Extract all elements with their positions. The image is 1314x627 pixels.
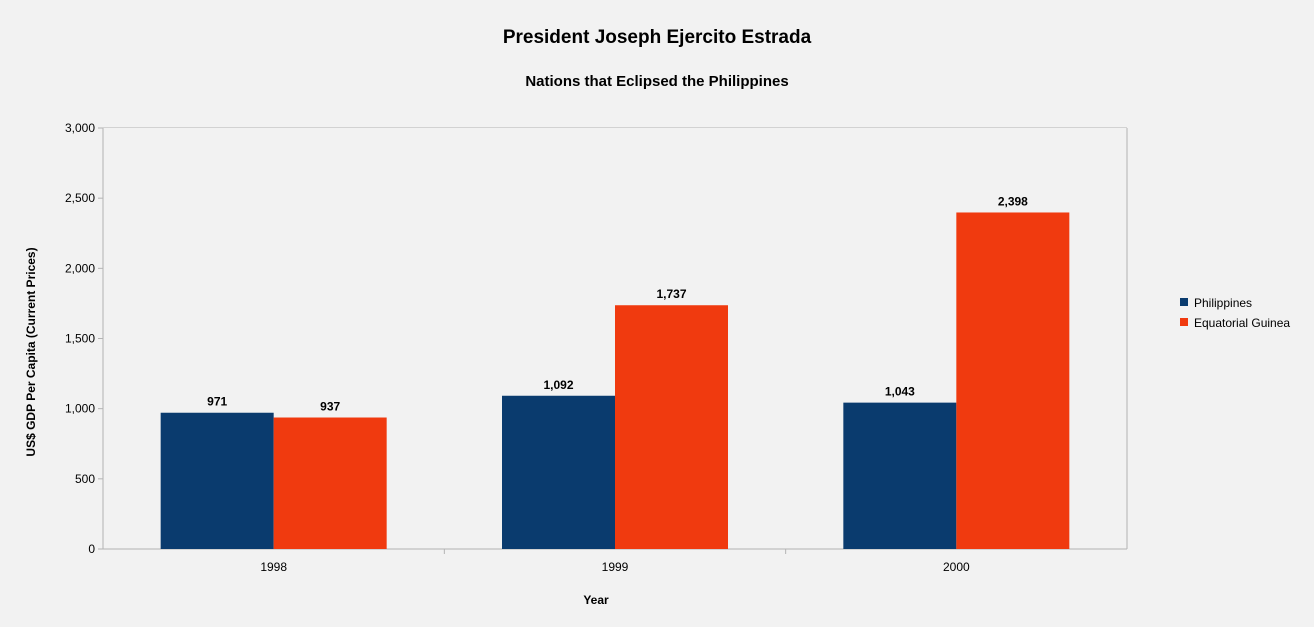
x-tick-label: 1999 [602,560,629,574]
bar-philippines-1998 [160,412,274,549]
x-axis-ticks: 1998 1999 2000 [260,549,970,574]
data-labels: 971 937 1,092 1,737 1,043 2,398 [207,194,1028,413]
chart-title: President Joseph Ejercito Estrada [503,27,812,48]
bars [160,212,1070,550]
data-label: 2,398 [998,194,1028,208]
legend-swatch [1180,318,1188,326]
y-tick-label: 500 [75,472,95,486]
bar-equatorial-guinea-2000 [956,212,1070,550]
x-tick-label: 1998 [260,560,287,574]
bar-philippines-1999 [502,395,615,549]
legend: Philippines Equatorial Guinea [1180,296,1290,330]
y-axis-ticks: 0 500 1,000 1,500 2,000 2,500 3,000 [65,121,103,556]
data-label: 1,092 [543,378,573,392]
x-tick-label: 2000 [943,560,970,574]
y-axis-title: US$ GDP Per Capita (Current Prices) [24,247,38,456]
legend-label: Equatorial Guinea [1194,316,1290,330]
chart-subtitle: Nations that Eclipsed the Philippines [525,73,788,90]
y-tick-label: 2,000 [65,261,95,275]
x-axis-title: Year [583,593,609,607]
y-tick-label: 2,500 [65,191,95,205]
legend-label: Philippines [1194,296,1252,310]
data-label: 1,737 [656,287,686,301]
y-tick-label: 1,000 [65,402,95,416]
bar-equatorial-guinea-1998 [273,417,387,549]
data-label: 971 [207,395,227,409]
bar-philippines-2000 [843,402,957,549]
data-label: 1,043 [885,385,915,399]
legend-swatch [1180,298,1188,306]
bar-equatorial-guinea-1999 [615,305,728,549]
y-tick-label: 3,000 [65,121,95,135]
y-tick-label: 1,500 [65,332,95,346]
y-tick-label: 0 [88,542,95,556]
data-label: 937 [320,400,340,414]
